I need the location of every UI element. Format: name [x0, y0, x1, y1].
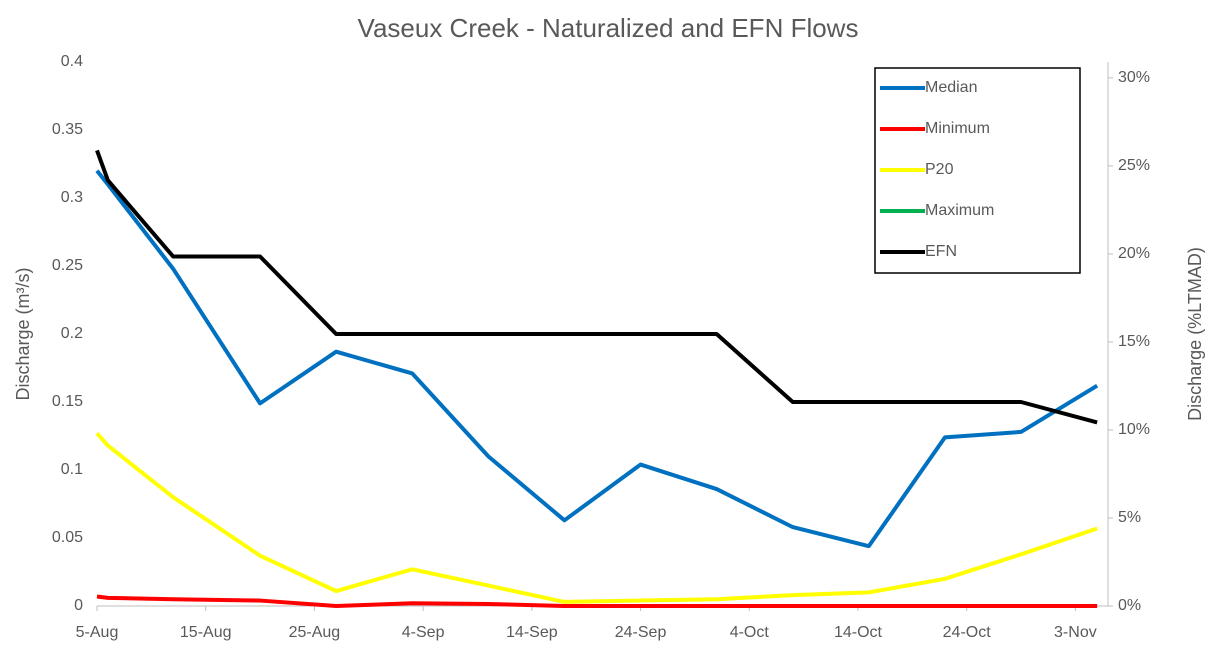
legend-label: EFN: [925, 243, 957, 260]
y2-tick-label: 15%: [1118, 333, 1150, 350]
y-tick-label: 0.35: [52, 121, 83, 138]
legend-label: Median: [925, 79, 977, 96]
y2-tick-label: 20%: [1118, 245, 1150, 262]
y-tick-label: 0.2: [61, 325, 83, 342]
legend-label: Maximum: [925, 202, 994, 219]
x-tick-label: 14-Sep: [506, 624, 558, 641]
y2-tick-label: 5%: [1118, 509, 1141, 526]
legend-label: Minimum: [925, 120, 990, 137]
y2-tick-label: 0%: [1118, 597, 1141, 614]
x-tick-label: 25-Aug: [289, 624, 341, 641]
y-tick-label: 0.3: [61, 189, 83, 206]
series-line: [96, 594, 1098, 608]
y2-tick-label: 30%: [1118, 69, 1150, 86]
series-line: [95, 149, 1098, 425]
x-tick-label: 3-Nov: [1054, 624, 1097, 641]
x-tick-label: 14-Oct: [834, 624, 883, 641]
y2-tick-label: 25%: [1118, 157, 1150, 174]
y-tick-label: 0: [74, 597, 83, 614]
y-tick-label: 0.4: [61, 53, 83, 70]
chart-title: Vaseux Creek - Naturalized and EFN Flows: [358, 13, 859, 43]
y-tick-label: 0.15: [52, 393, 83, 410]
legend-label: P20: [925, 161, 954, 178]
x-tick-label: 5-Aug: [76, 624, 119, 641]
x-tick-label: 4-Sep: [402, 624, 445, 641]
series-line: [95, 431, 1098, 604]
x-tick-label: 15-Aug: [180, 624, 232, 641]
x-tick-label: 24-Sep: [615, 624, 667, 641]
x-tick-label: 4-Oct: [730, 624, 770, 641]
y-tick-label: 0.25: [52, 257, 83, 274]
x-tick-label: 24-Oct: [943, 624, 992, 641]
y-axis-label: Discharge (m³/s): [13, 267, 33, 400]
y-tick-label: 0.1: [61, 461, 83, 478]
y2-axis-label: Discharge (%LTMAD): [1185, 247, 1205, 421]
y2-tick-label: 10%: [1118, 421, 1150, 438]
y-tick-label: 0.05: [52, 529, 83, 546]
series-line: [95, 169, 1099, 549]
